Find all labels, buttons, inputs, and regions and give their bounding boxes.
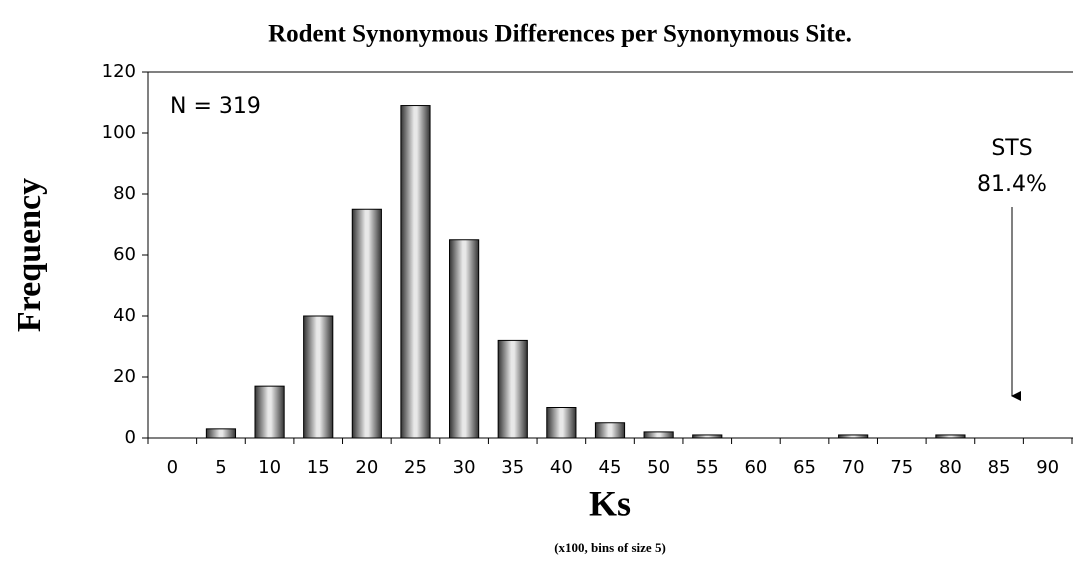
bar (594, 422, 626, 439)
x-tick-label: 55 (696, 457, 719, 478)
bar (692, 434, 723, 439)
x-tick-label: 15 (307, 457, 330, 478)
bar (643, 431, 674, 439)
annotation: N = 319 (170, 94, 261, 119)
x-tick-label: 30 (453, 457, 476, 478)
x-axis-note: (x100, bins of size 5) (554, 540, 666, 555)
x-axis-label: Ks (589, 483, 631, 523)
x-tick-label: 35 (501, 457, 524, 478)
y-tick-label: 60 (113, 244, 136, 265)
y-tick-label: 0 (125, 427, 136, 448)
x-tick-label: 65 (793, 457, 816, 478)
bar (838, 434, 869, 439)
bar (303, 315, 334, 439)
x-tick-label: 20 (355, 457, 378, 478)
x-tick-label: 50 (647, 457, 670, 478)
x-tick-label: 80 (939, 457, 962, 478)
bar (449, 239, 480, 439)
x-tick-label: 25 (404, 457, 427, 478)
bar (254, 385, 285, 439)
bar (497, 339, 528, 439)
x-tick-label: 60 (744, 457, 767, 478)
x-tick-label: 10 (258, 457, 281, 478)
x-tick-label: 0 (167, 457, 178, 478)
y-tick-label: 20 (113, 366, 136, 387)
y-tick-label: 40 (113, 305, 136, 326)
bar (351, 208, 382, 439)
bar (205, 428, 237, 439)
x-tick-label: 70 (842, 457, 865, 478)
y-tick-label: 120 (102, 61, 136, 82)
y-axis-label: Frequency (11, 178, 48, 332)
bar (546, 407, 577, 439)
x-tick-label: 85 (988, 457, 1011, 478)
y-tick-label: 100 (102, 122, 136, 143)
annotation: 81.4% (977, 172, 1047, 197)
x-tick-label: 40 (550, 457, 573, 478)
bar (935, 434, 966, 439)
x-tick-label: 5 (215, 457, 226, 478)
bar (400, 105, 431, 439)
x-tick-label: 45 (599, 457, 622, 478)
annotation: STS (991, 136, 1032, 161)
x-tick-label: 75 (890, 457, 913, 478)
x-tick-label: 90 (1036, 457, 1059, 478)
chart-title: Rodent Synonymous Differences per Synony… (268, 21, 852, 48)
y-tick-label: 80 (113, 183, 136, 204)
